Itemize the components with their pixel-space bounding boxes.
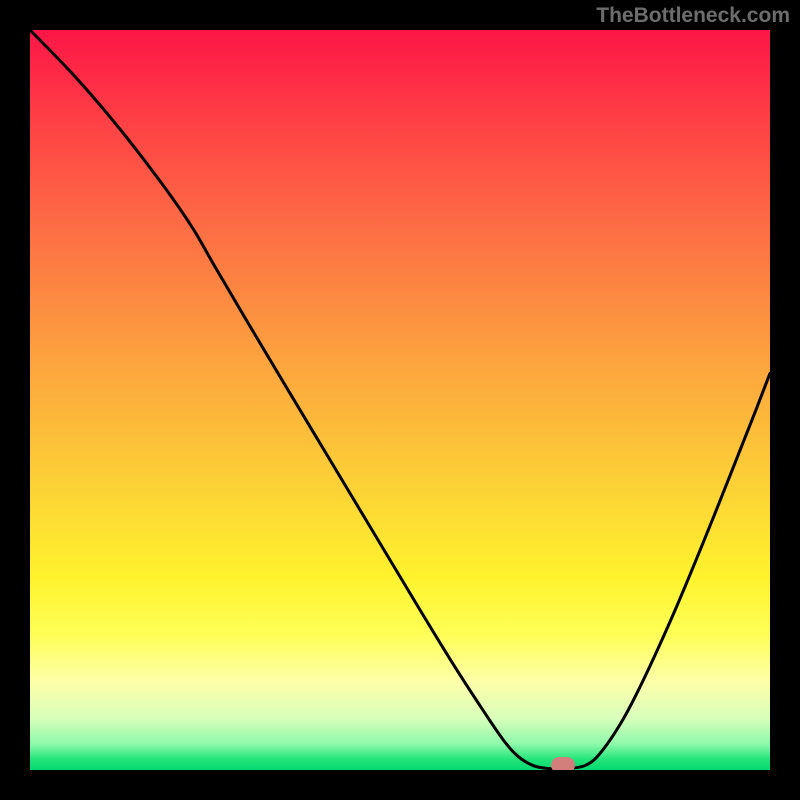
watermark-text: TheBottleneck.com [596, 4, 790, 28]
gradient-rect [30, 30, 770, 770]
gradient-background-svg [30, 30, 770, 770]
optimal-point-marker [551, 757, 575, 770]
plot-area [30, 30, 770, 770]
